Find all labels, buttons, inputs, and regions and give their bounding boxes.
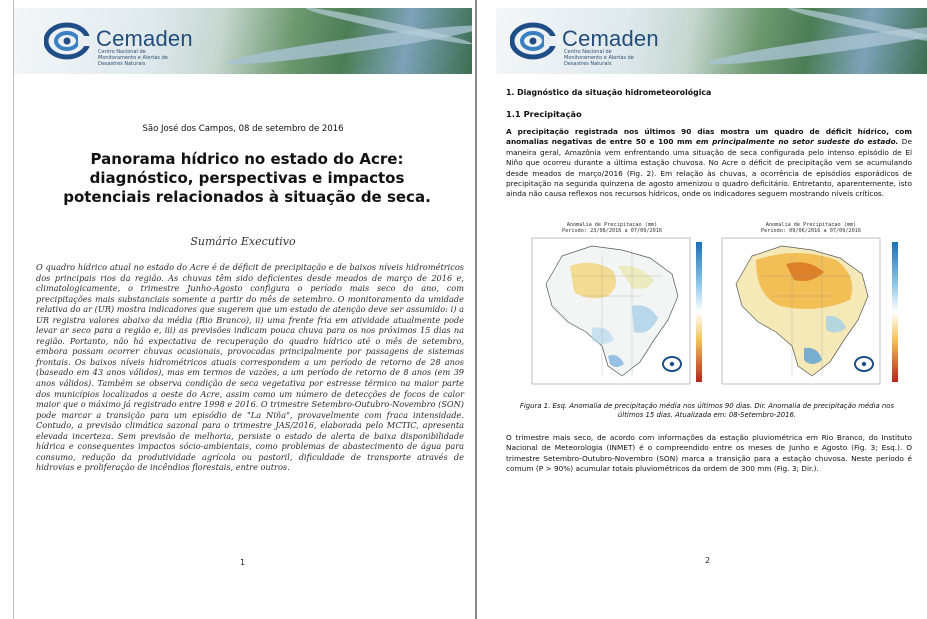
brazil-map-graphic bbox=[531, 237, 691, 385]
page-divider bbox=[475, 0, 477, 619]
section-heading: 1. Diagnóstico da situação hidrometeorol… bbox=[506, 88, 712, 97]
figure-caption: Figura 1. Esq. Anomalia de precipitação … bbox=[519, 402, 895, 419]
map-period: Periodo: 09/06/2016 a 07/09/2016 bbox=[761, 228, 861, 234]
logo-subtitle: Centro Nacional de Monitoramento e Alert… bbox=[564, 49, 634, 67]
cemaden-logo-icon bbox=[510, 22, 556, 60]
header-banner: Cemaden Centro Nacional de Monitoramento… bbox=[496, 8, 927, 74]
map-period: Periodo: 23/08/2016 a 07/09/2016 bbox=[562, 228, 662, 234]
cemaden-logo-icon bbox=[44, 22, 90, 60]
header-banner: Cemaden Centro Nacional de Monitoramento… bbox=[14, 8, 472, 74]
paragraph-bold-part: A precipitação registrada nos últimos 90… bbox=[506, 127, 912, 147]
page-number: 1 bbox=[240, 558, 246, 567]
paragraph-rest: De maneira geral, Amazônia vem enfrentan… bbox=[506, 137, 912, 199]
precip-anomaly-map-right: Anomalia de Precipitacao (mm) Periodo: 0… bbox=[716, 222, 906, 390]
paragraph-dry-season: O trimestre mais seco, de acordo com inf… bbox=[506, 433, 912, 474]
color-scale-bar bbox=[892, 242, 898, 382]
brazil-map-graphic bbox=[721, 237, 881, 385]
precip-anomaly-map-left: Anomalia de Precipitacao (mm) Periodo: 2… bbox=[522, 222, 702, 390]
logo-name: Cemaden bbox=[96, 26, 193, 51]
logo-name: Cemaden bbox=[562, 26, 659, 51]
river-shape bbox=[224, 19, 472, 71]
map-title: Anomalia de Precipitacao (mm) bbox=[566, 222, 658, 228]
logo-subtitle: Centro Nacional de Monitoramento e Alert… bbox=[98, 49, 168, 67]
color-scale-bar bbox=[696, 242, 702, 382]
summary-heading: Sumário Executivo bbox=[190, 235, 296, 248]
summary-text: O quadro hídrico atual no estado do Acre… bbox=[36, 262, 464, 473]
page-2: Cemaden Centro Nacional de Monitoramento… bbox=[496, 0, 927, 619]
date-line: São José dos Campos, 08 de setembro de 2… bbox=[142, 124, 344, 134]
document-title: Panorama hídrico no estado do Acre: diag… bbox=[63, 150, 431, 206]
paragraph-italic-part: em principalmente no setor sudeste do es… bbox=[692, 137, 899, 147]
page-number: 2 bbox=[705, 556, 711, 565]
page1-left-edge bbox=[13, 0, 14, 619]
map-title: Anomalia de Precipitacao (mm) bbox=[765, 222, 857, 228]
subsection-heading: 1.1 Precipitação bbox=[506, 109, 582, 119]
paragraph-precipitation: A precipitação registrada nos últimos 90… bbox=[506, 127, 912, 200]
page-1: Cemaden Centro Nacional de Monitoramento… bbox=[14, 0, 472, 619]
